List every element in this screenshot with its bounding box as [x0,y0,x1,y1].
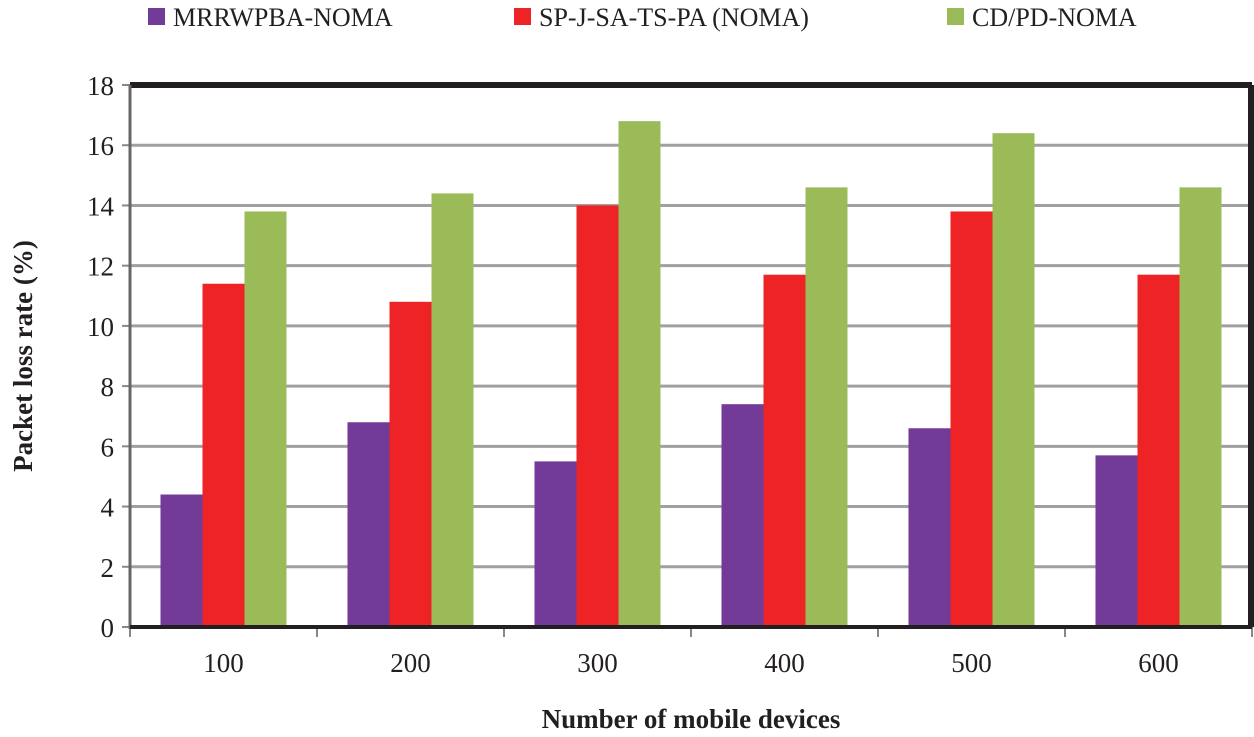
x-tick-label: 600 [1138,648,1179,678]
legend-swatch [148,8,165,25]
bar-sp-j-sa-ts-pa-noma--500 [950,211,993,627]
x-tick-labels: 100 200 300 400 500 600 [203,648,1179,678]
y-tick-labels: 0 2 4 6 8 10 12 14 16 18 [87,71,115,643]
x-axis-label: Number of mobile devices [542,704,841,734]
y-tick-label: 18 [87,71,114,101]
y-tick-label: 4 [101,493,115,523]
legend-label: CD/PD-NOMA [972,3,1137,32]
bar-mrrwpba-noma-300 [534,461,577,627]
bar-mrrwpba-noma-100 [160,494,203,627]
y-tick-label: 6 [101,432,115,462]
x-tick-label: 200 [390,648,431,678]
bar-cd-pd-noma-400 [805,187,848,627]
y-tick-label: 0 [101,613,115,643]
bar-sp-j-sa-ts-pa-noma--300 [576,205,619,627]
x-tick-label: 500 [951,648,992,678]
bar-sp-j-sa-ts-pa-noma--400 [763,274,806,627]
bar-sp-j-sa-ts-pa-noma--100 [202,283,245,627]
bar-mrrwpba-noma-500 [908,428,951,627]
bar-cd-pd-noma-600 [1179,187,1222,627]
bar-mrrwpba-noma-400 [721,404,764,627]
bars [160,121,1222,627]
y-tick-label: 14 [87,191,115,221]
bar-cd-pd-noma-300 [618,121,661,627]
legend-swatch [514,8,531,25]
y-tick-label: 10 [87,312,114,342]
x-tick-label: 100 [203,648,244,678]
legend: MRRWPBA-NOMA SP-J-SA-TS-PA (NOMA) CD/PD-NO… [148,3,1137,32]
legend-label: MRRWPBA-NOMA [173,3,393,32]
y-tick-label: 16 [87,131,114,161]
y-tick-label: 12 [87,252,114,282]
x-tick-label: 400 [764,648,805,678]
bar-cd-pd-noma-200 [431,193,474,627]
y-tick-label: 8 [101,372,115,402]
bar-cd-pd-noma-500 [992,133,1035,627]
bar-sp-j-sa-ts-pa-noma--600 [1137,274,1180,627]
x-tick-label: 300 [577,648,618,678]
legend-label: SP-J-SA-TS-PA (NOMA) [539,3,809,32]
bar-cd-pd-noma-100 [244,211,287,627]
y-axis-label: Packet loss rate (%) [8,240,38,472]
axes [122,82,1254,637]
gridlines [130,143,1252,569]
bar-sp-j-sa-ts-pa-noma--200 [389,301,432,627]
bar-mrrwpba-noma-200 [347,422,390,627]
y-tick-label: 2 [101,553,115,583]
bar-mrrwpba-noma-600 [1095,455,1138,627]
legend-swatch [947,8,964,25]
